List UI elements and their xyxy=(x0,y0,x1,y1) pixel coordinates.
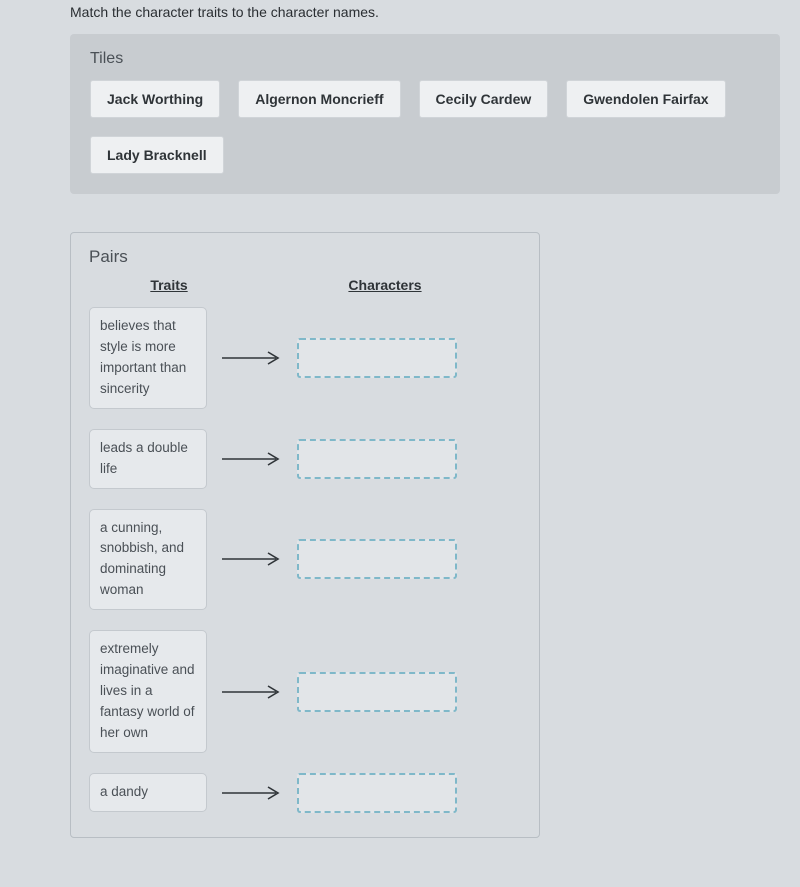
trait-box: a cunning, snobbish, and dominating woma… xyxy=(89,509,207,611)
pair-row: a cunning, snobbish, and dominating woma… xyxy=(89,509,521,611)
pairs-headers: Traits Characters xyxy=(89,277,521,293)
tile-lady-bracknell[interactable]: Lady Bracknell xyxy=(90,136,224,174)
tile-jack-worthing[interactable]: Jack Worthing xyxy=(90,80,220,118)
tiles-title: Tiles xyxy=(90,50,760,68)
arrow-icon xyxy=(207,552,297,566)
instruction-text: Match the character traits to the charac… xyxy=(70,0,780,34)
exercise-page: Match the character traits to the charac… xyxy=(0,0,800,858)
tiles-row: Jack Worthing Algernon Moncrieff Cecily … xyxy=(90,80,760,174)
pairs-panel: Pairs Traits Characters believes that st… xyxy=(70,232,540,838)
character-drop-zone[interactable] xyxy=(297,773,457,813)
trait-box: extremely imaginative and lives in a fan… xyxy=(89,630,207,753)
tile-algernon-moncrieff[interactable]: Algernon Moncrieff xyxy=(238,80,400,118)
arrow-icon xyxy=(207,685,297,699)
tiles-panel: Tiles Jack Worthing Algernon Moncrieff C… xyxy=(70,34,780,194)
character-drop-zone[interactable] xyxy=(297,439,457,479)
pair-row: extremely imaginative and lives in a fan… xyxy=(89,630,521,753)
arrow-icon xyxy=(207,786,297,800)
character-drop-zone[interactable] xyxy=(297,539,457,579)
pair-row: a dandy xyxy=(89,773,521,813)
trait-box: leads a double life xyxy=(89,429,207,489)
pair-row: believes that style is more important th… xyxy=(89,307,521,409)
header-characters: Characters xyxy=(249,277,521,293)
tile-cecily-cardew[interactable]: Cecily Cardew xyxy=(419,80,549,118)
pair-row: leads a double life xyxy=(89,429,521,489)
character-drop-zone[interactable] xyxy=(297,338,457,378)
trait-box: believes that style is more important th… xyxy=(89,307,207,409)
header-traits: Traits xyxy=(89,277,249,293)
character-drop-zone[interactable] xyxy=(297,672,457,712)
trait-box: a dandy xyxy=(89,773,207,812)
tile-gwendolen-fairfax[interactable]: Gwendolen Fairfax xyxy=(566,80,725,118)
arrow-icon xyxy=(207,351,297,365)
arrow-icon xyxy=(207,452,297,466)
pairs-title: Pairs xyxy=(89,247,521,267)
